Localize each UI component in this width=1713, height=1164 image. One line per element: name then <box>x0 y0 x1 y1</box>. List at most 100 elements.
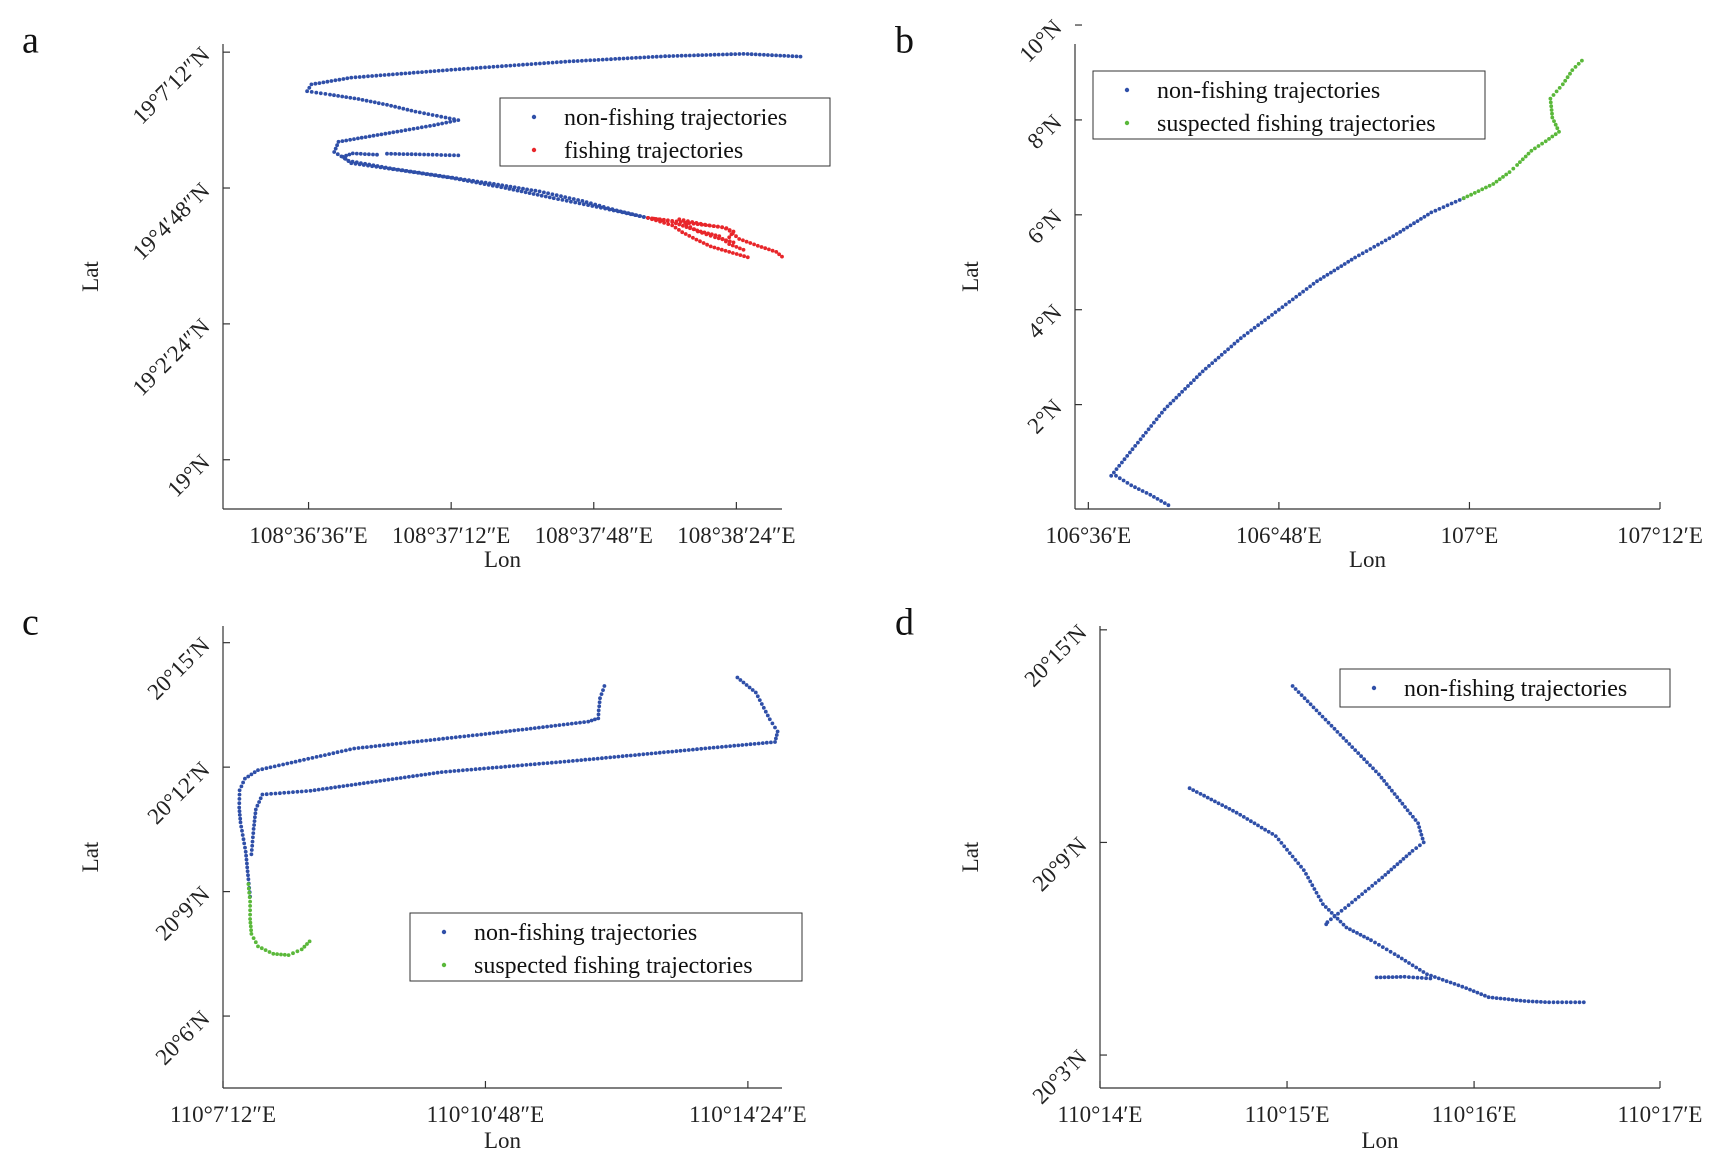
data-point <box>1581 1000 1586 1005</box>
data-point <box>593 717 597 722</box>
data-point <box>1183 387 1187 391</box>
data-point <box>241 780 246 785</box>
data-point <box>314 90 319 95</box>
data-point <box>393 152 398 156</box>
data-point <box>1411 975 1416 980</box>
data-point <box>1386 975 1391 980</box>
data-point <box>1347 742 1352 746</box>
data-point <box>1293 858 1298 862</box>
data-point <box>728 744 732 748</box>
data-point <box>490 183 495 188</box>
data-point <box>325 786 329 791</box>
data-point <box>782 53 787 58</box>
panel-d: d 110°14′E 110°15′E 110°16′E 110°17′E 20°3′N 2… <box>895 602 1702 1153</box>
data-point <box>1392 952 1397 956</box>
data-point <box>730 243 735 248</box>
legend-label: suspected fishing trajectories <box>474 953 753 979</box>
data-point <box>723 248 728 253</box>
data-point <box>578 720 582 725</box>
data-point <box>247 895 252 900</box>
data-point <box>1460 984 1465 989</box>
data-point <box>345 783 350 788</box>
data-point <box>650 55 655 59</box>
data-point <box>521 62 525 67</box>
data-point <box>562 759 567 764</box>
data-point <box>332 150 337 154</box>
data-point <box>422 111 426 116</box>
data-point <box>520 727 525 732</box>
data-point <box>293 759 298 764</box>
data-point <box>439 114 444 119</box>
data-point <box>596 712 601 717</box>
data-point <box>246 882 251 886</box>
data-point <box>256 944 260 949</box>
data-point <box>1148 492 1153 497</box>
data-point <box>246 774 251 779</box>
data-point <box>366 74 370 79</box>
data-point <box>1339 908 1344 913</box>
data-point <box>309 90 314 94</box>
data-point <box>620 754 625 759</box>
data-point <box>607 207 612 212</box>
data-point <box>1395 795 1400 800</box>
data-point <box>567 196 572 201</box>
data-point <box>428 124 432 128</box>
data-point <box>666 222 671 227</box>
data-point <box>1411 814 1415 819</box>
data-point <box>1389 867 1394 872</box>
data-point <box>1329 270 1333 275</box>
data-point <box>367 152 371 157</box>
data-point <box>466 734 471 738</box>
data-point <box>267 950 272 954</box>
data-point <box>747 685 752 690</box>
data-point <box>1162 407 1167 412</box>
data-point <box>748 241 753 245</box>
data-point <box>546 191 550 196</box>
data-point <box>586 719 591 724</box>
data-point <box>1341 736 1346 740</box>
data-point <box>766 53 770 57</box>
data-point <box>1382 779 1386 783</box>
data-point <box>641 215 646 219</box>
data-point <box>524 763 529 767</box>
data-point <box>399 71 404 76</box>
data-point <box>1518 160 1522 165</box>
data-point <box>738 253 743 257</box>
data-point <box>1405 225 1409 230</box>
data-point <box>377 743 382 748</box>
data-point <box>398 741 403 746</box>
data-point <box>720 225 724 230</box>
data-point <box>1510 997 1515 1002</box>
data-point <box>762 52 766 57</box>
y-tick-label: 8°N <box>1022 110 1066 154</box>
data-point <box>295 789 300 794</box>
data-point <box>423 772 428 777</box>
data-point <box>264 792 269 797</box>
data-point <box>424 124 428 129</box>
data-point <box>617 56 622 61</box>
data-point <box>344 153 348 158</box>
data-point <box>711 224 716 229</box>
data-point <box>1203 366 1208 371</box>
data-point <box>1301 289 1305 294</box>
data-point <box>420 171 424 176</box>
data-point <box>736 743 741 748</box>
legend-marker <box>531 147 537 153</box>
data-point <box>549 724 554 728</box>
data-point <box>253 940 258 945</box>
data-point <box>563 195 568 200</box>
data-point <box>443 153 448 158</box>
data-point <box>340 139 345 144</box>
data-point <box>1501 175 1505 179</box>
x-tick-label: 108°38′24″E <box>677 523 795 548</box>
data-point <box>445 736 450 741</box>
data-point <box>1194 790 1199 794</box>
data-point <box>557 723 562 727</box>
data-point <box>477 767 482 771</box>
data-point <box>447 153 452 158</box>
data-point <box>344 95 349 99</box>
data-point <box>430 152 435 157</box>
y-tick-label: 19°4′48″N <box>128 178 215 265</box>
data-point <box>554 60 559 65</box>
data-point <box>253 815 257 820</box>
